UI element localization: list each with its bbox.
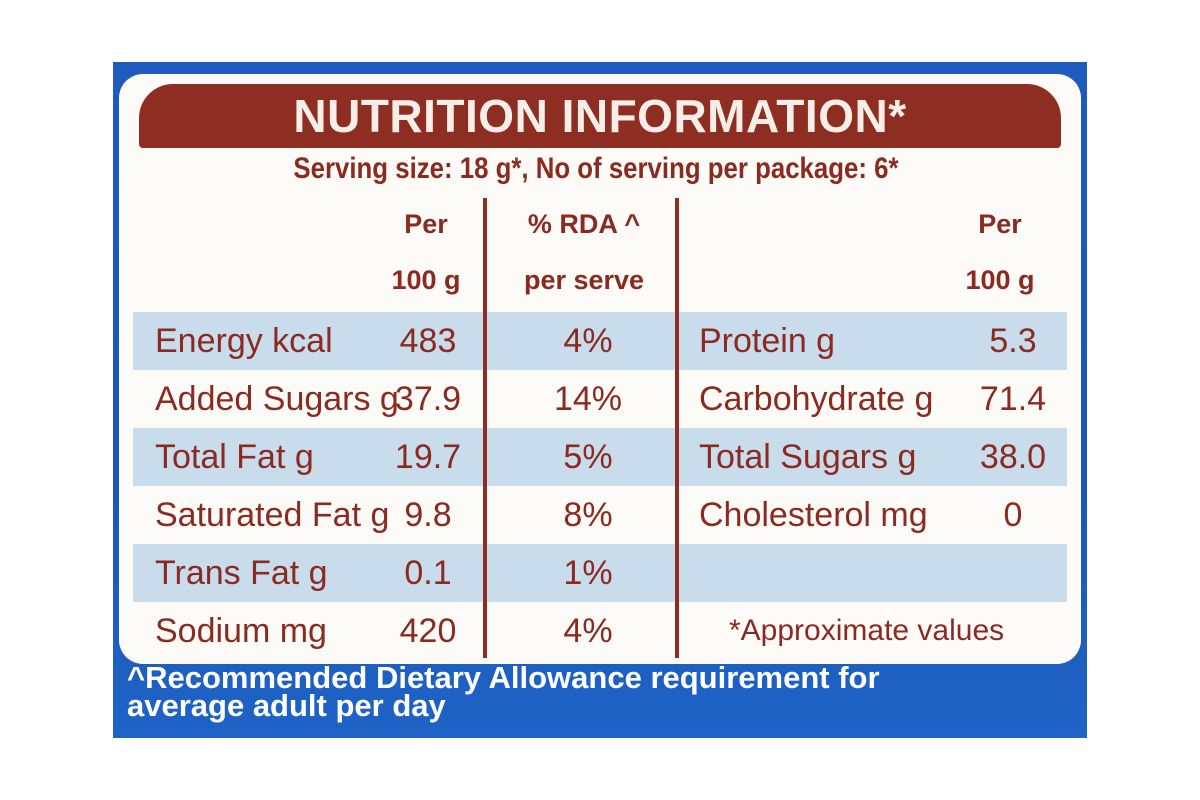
right-value	[963, 544, 1063, 602]
rda-value: 5%	[563, 438, 613, 476]
per100-value: 9.8	[404, 496, 452, 534]
serving-info: Serving size: 18 g*, No of serving per p…	[293, 152, 899, 185]
right-nutrient-name: Cholesterol mg	[699, 496, 928, 534]
right-nutrient-name: Total Sugars g	[699, 438, 917, 476]
per100-value: 0.1	[404, 554, 452, 592]
header-rda-line1: % RDA ^	[527, 209, 641, 239]
rda-value: 4%	[563, 612, 613, 650]
right-value: 38.0	[979, 438, 1047, 476]
rda-value: 8%	[563, 496, 613, 534]
approximate-note: *Approximate values	[729, 614, 1005, 647]
table-row: Saturated Fat g 9.8 8% Cholesterol mg 0	[133, 486, 1067, 544]
nutrient-name: Energy kcal	[155, 322, 333, 360]
right-nutrient-name: Protein g	[699, 322, 836, 360]
table-row: Energy kcal 483 4% Protein g 5.3	[133, 312, 1067, 370]
header-right-per100: Per 100 g	[955, 196, 1045, 308]
rda-footnote-line2: average adult per day	[127, 688, 446, 723]
per100-value: 19.7	[394, 438, 462, 476]
title-bar: NUTRITION INFORMATION*	[139, 84, 1061, 148]
nutrient-name: Trans Fat g	[155, 554, 328, 592]
nutrition-panel: NUTRITION INFORMATION* Serving size: 18 …	[119, 74, 1081, 664]
per100-value: 37.9	[394, 380, 462, 418]
header-rda: % RDA ^ per serve	[499, 196, 669, 308]
header-per100: Per 100 g	[381, 196, 471, 308]
header-right-per100-line1: Per	[978, 209, 1022, 239]
table-row: Trans Fat g 0.1 1%	[133, 544, 1067, 602]
nutrient-name: Sodium mg	[155, 612, 327, 650]
nutrient-name: Added Sugars g	[155, 380, 399, 418]
nutrition-label: NUTRITION INFORMATION* Serving size: 18 …	[113, 62, 1087, 738]
right-value: 5.3	[989, 322, 1037, 360]
header-right-per100-line2: 100 g	[965, 265, 1035, 295]
nutrient-name: Total Fat g	[155, 438, 314, 476]
table-row: Sodium mg 420 4% *Approximate values	[133, 602, 1067, 660]
header-per100-line2: 100 g	[391, 265, 461, 295]
per100-value: 483	[399, 322, 457, 360]
rda-value: 14%	[553, 380, 623, 418]
per100-value: 420	[399, 612, 457, 650]
column-divider	[675, 198, 679, 658]
header-rda-line2: per serve	[523, 265, 645, 295]
table-row: Added Sugars g 37.9 14% Carbohydrate g 7…	[133, 370, 1067, 428]
rda-footnote: ^Recommended Dietary Allowance requireme…	[127, 660, 1077, 723]
rda-value: 1%	[563, 554, 613, 592]
header-per100-line1: Per	[404, 209, 448, 239]
nutrient-name: Saturated Fat g	[155, 496, 390, 534]
right-nutrient-name: Carbohydrate g	[699, 380, 934, 418]
rda-value: 4%	[563, 322, 613, 360]
right-value: 71.4	[979, 380, 1047, 418]
column-divider	[483, 198, 487, 658]
table-row: Total Fat g 19.7 5% Total Sugars g 38.0	[133, 428, 1067, 486]
right-value: 0	[1003, 496, 1023, 534]
title: NUTRITION INFORMATION*	[293, 90, 907, 142]
rda-footnote-line1: ^Recommended Dietary Allowance requireme…	[127, 660, 880, 695]
